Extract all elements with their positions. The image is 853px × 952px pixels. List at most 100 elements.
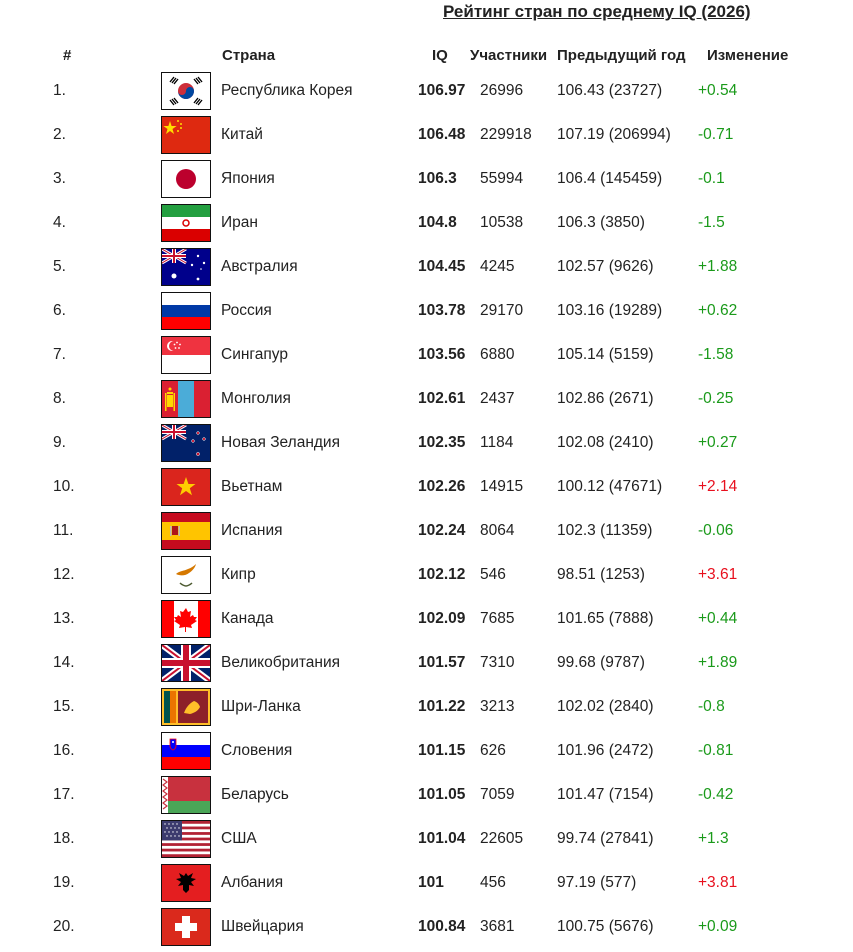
previous-year-value: 102.08 (2410) bbox=[557, 434, 654, 451]
country-name: Канада bbox=[221, 610, 274, 627]
rank-cell: 19. bbox=[53, 874, 75, 891]
previous-year-value: 106.43 (23727) bbox=[557, 82, 663, 99]
iq-value: 101.04 bbox=[418, 830, 466, 847]
previous-year-value: 102.57 (9626) bbox=[557, 258, 654, 275]
iq-value: 102.61 bbox=[418, 390, 466, 407]
header-iq: IQ bbox=[432, 47, 448, 64]
country-name: Шри-Ланка bbox=[221, 698, 301, 715]
previous-year-value: 101.47 (7154) bbox=[557, 786, 654, 803]
switzerland-flag-icon bbox=[161, 908, 211, 946]
change-value: -0.25 bbox=[698, 390, 734, 407]
country-name: Словения bbox=[221, 742, 293, 759]
rank-cell: 10. bbox=[53, 478, 75, 495]
iran-flag-icon bbox=[161, 204, 211, 242]
page-title: Рейтинг стран по среднему IQ (2026) bbox=[443, 2, 751, 21]
table-row: 5. Австралия 104.45 4245 102.57 (9626) +1.88 bbox=[0, 245, 853, 289]
table-row: 14. Великобритания 101.57 7310 99.68 (9787) +… bbox=[0, 641, 853, 685]
table-row: 10. Вьетнам 102.26 14915 100.12 (47671) +2.14 bbox=[0, 465, 853, 509]
country-name: Австралия bbox=[221, 258, 298, 275]
rank-cell: 14. bbox=[53, 654, 75, 671]
table-row: 11. Испания 102.24 8064 102.3 (11359) -0.06 bbox=[0, 509, 853, 553]
vietnam-flag-icon bbox=[161, 468, 211, 506]
participants-count: 26996 bbox=[480, 82, 524, 99]
south-korea-flag-icon bbox=[161, 72, 211, 110]
rank-cell: 15. bbox=[53, 698, 75, 715]
change-value: -0.8 bbox=[698, 698, 725, 715]
table-row: 4. Иран 104.8 10538 106.3 (3850) -1.5 bbox=[0, 201, 853, 245]
country-name: Швейцария bbox=[221, 918, 304, 935]
change-value: +0.44 bbox=[698, 610, 738, 627]
header-participants: Участники bbox=[470, 47, 548, 64]
iq-value: 102.12 bbox=[418, 566, 466, 583]
country-name: Сингапур bbox=[221, 346, 288, 363]
participants-count: 7059 bbox=[480, 786, 515, 803]
previous-year-value: 103.16 (19289) bbox=[557, 302, 663, 319]
rank-cell: 11. bbox=[53, 522, 74, 539]
iq-value: 101.22 bbox=[418, 698, 466, 715]
header-rank: # bbox=[63, 47, 72, 64]
table-row: 8. Монголия 102.61 2437 102.86 (2671) -0.25 bbox=[0, 377, 853, 421]
previous-year-value: 102.86 (2671) bbox=[557, 390, 654, 407]
rank-cell: 16. bbox=[53, 742, 75, 759]
iq-value: 103.56 bbox=[418, 346, 466, 363]
header-country: Страна bbox=[222, 47, 276, 64]
rank-cell: 13. bbox=[53, 610, 75, 627]
change-value: -0.81 bbox=[698, 742, 734, 759]
rank-cell: 20. bbox=[53, 918, 75, 935]
table-row: 9. Новая Зеландия 102.35 1184 102.08 (2410) +… bbox=[0, 421, 853, 465]
rank-cell: 12. bbox=[53, 566, 75, 583]
previous-year-value: 100.12 (47671) bbox=[557, 478, 663, 495]
china-flag-icon bbox=[161, 116, 211, 154]
country-name: Япония bbox=[221, 170, 275, 187]
iq-value: 101.15 bbox=[418, 742, 466, 759]
rank-cell: 9. bbox=[53, 434, 66, 451]
previous-year-value: 99.74 (27841) bbox=[557, 830, 654, 847]
previous-year-value: 107.19 (206994) bbox=[557, 126, 671, 143]
iq-value: 104.45 bbox=[418, 258, 466, 275]
change-value: +1.88 bbox=[698, 258, 738, 275]
rank-cell: 8. bbox=[53, 390, 66, 407]
participants-count: 3213 bbox=[480, 698, 515, 715]
rank-cell: 5. bbox=[53, 258, 66, 275]
participants-count: 1184 bbox=[480, 434, 514, 451]
previous-year-value: 98.51 (1253) bbox=[557, 566, 645, 583]
iq-value: 101.57 bbox=[418, 654, 466, 671]
participants-count: 55994 bbox=[480, 170, 524, 187]
iq-value: 103.78 bbox=[418, 302, 466, 319]
country-name: Беларусь bbox=[221, 786, 289, 803]
previous-year-value: 99.68 (9787) bbox=[557, 654, 645, 671]
participants-count: 229918 bbox=[480, 126, 532, 143]
participants-count: 14915 bbox=[480, 478, 524, 495]
participants-count: 456 bbox=[480, 874, 506, 891]
country-name: Великобритания bbox=[221, 654, 341, 671]
participants-count: 546 bbox=[480, 566, 506, 583]
rank-cell: 3. bbox=[53, 170, 66, 187]
iq-value: 102.24 bbox=[418, 522, 466, 539]
previous-year-value: 106.4 (145459) bbox=[557, 170, 663, 187]
header-change: Изменение bbox=[707, 47, 789, 64]
participants-count: 4245 bbox=[480, 258, 515, 275]
iq-value: 102.26 bbox=[418, 478, 466, 495]
change-value: -0.42 bbox=[698, 786, 734, 803]
rank-cell: 7. bbox=[53, 346, 66, 363]
rank-cell: 1. bbox=[53, 82, 66, 99]
table-row: 7. Сингапур 103.56 6880 105.14 (5159) -1.58 bbox=[0, 333, 853, 377]
iq-value: 100.84 bbox=[418, 918, 466, 935]
participants-count: 7310 bbox=[480, 654, 515, 671]
country-name: Новая Зеландия bbox=[221, 434, 340, 451]
participants-count: 10538 bbox=[480, 214, 524, 231]
country-name: Монголия bbox=[221, 390, 291, 407]
change-value: +0.09 bbox=[698, 918, 738, 935]
country-name: Албания bbox=[221, 874, 284, 891]
rank-cell: 6. bbox=[53, 302, 66, 319]
participants-count: 22605 bbox=[480, 830, 524, 847]
rank-cell: 17. bbox=[53, 786, 75, 803]
country-name: Китай bbox=[221, 126, 263, 143]
iq-value: 106.3 bbox=[418, 170, 457, 187]
new-zealand-flag-icon bbox=[161, 424, 211, 462]
table-row: 19. Албания 101 456 97.19 (577) +3.81 bbox=[0, 861, 853, 905]
iq-value: 101 bbox=[418, 874, 444, 891]
australia-flag-icon bbox=[161, 248, 211, 286]
iq-value: 106.48 bbox=[418, 126, 466, 143]
singapore-flag-icon bbox=[161, 336, 211, 374]
